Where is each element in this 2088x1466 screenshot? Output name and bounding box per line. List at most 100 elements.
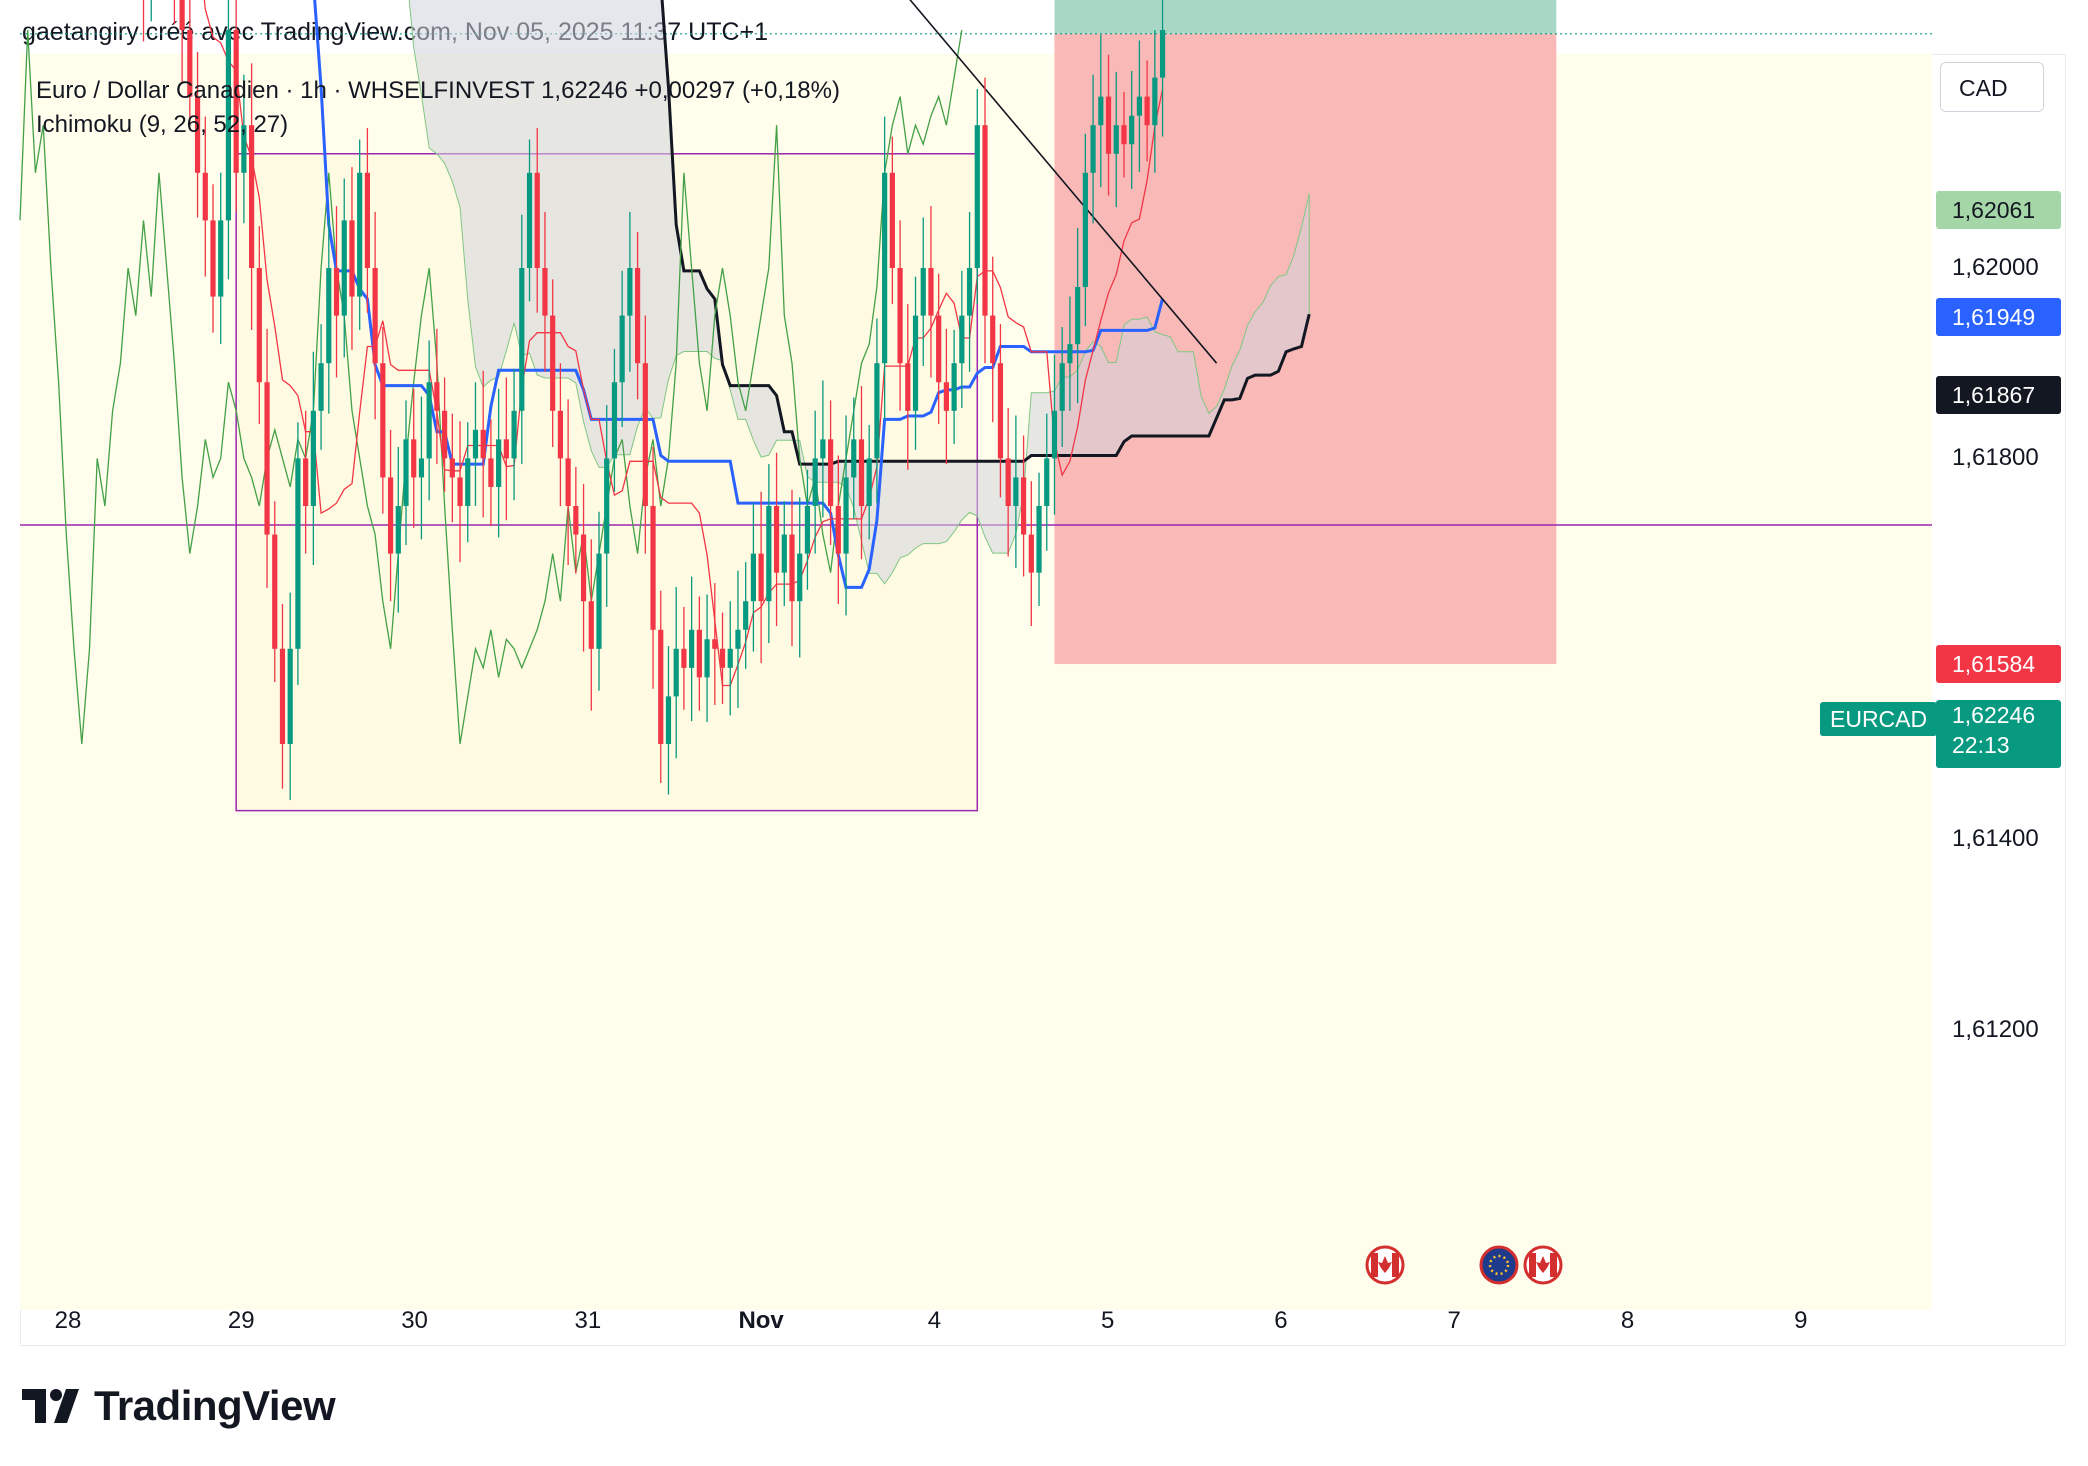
tradingview-logo-text: TradingView: [94, 1382, 336, 1429]
level-tag: 1,61584: [1936, 645, 2061, 684]
currency-button[interactable]: CAD: [1940, 62, 2044, 112]
canada-event-icon-2[interactable]: [1523, 1245, 1563, 1285]
candle-body: [712, 639, 718, 649]
candle-body: [526, 172, 533, 268]
candle-body: [264, 382, 270, 535]
canada-event-icon[interactable]: [1365, 1245, 1405, 1285]
candle-body: [1159, 30, 1166, 78]
euro-event-icon[interactable]: [1479, 1245, 1519, 1285]
candle-body: [465, 458, 471, 506]
candle-body: [1136, 96, 1142, 116]
candle-body: [349, 220, 355, 297]
candle-body: [287, 648, 293, 744]
candle-body: [496, 439, 502, 487]
candle-body: [333, 268, 340, 316]
candle-body: [766, 506, 772, 602]
candle-body: [982, 125, 988, 316]
candle-body: [596, 553, 602, 649]
candle-body: [1051, 410, 1058, 459]
candle-body: [758, 553, 764, 602]
candle-body: [503, 439, 509, 459]
candle-body: [588, 601, 594, 649]
candle-body: [395, 506, 401, 554]
candle-body: [936, 315, 942, 383]
candle-body: [1082, 172, 1088, 288]
candle-body: [789, 534, 795, 602]
tradingview-logo[interactable]: TradingView: [22, 1382, 336, 1429]
candle-body: [411, 439, 417, 478]
candle-body: [619, 315, 625, 383]
candle-body: [449, 458, 455, 478]
candle-body: [1129, 115, 1135, 145]
senkou-span-b-line: [660, 0, 1311, 466]
symbol-tag: EURCAD: [1820, 702, 1938, 736]
candle-body: [542, 268, 548, 316]
chart-legend: Euro / Dollar Canadien · 1h · WHSELFINVE…: [36, 74, 840, 142]
candle-body: [1044, 458, 1050, 506]
level-tag: 1,62061: [1936, 190, 2061, 229]
candle-body: [866, 458, 872, 506]
candle-body: [611, 382, 618, 459]
candle-body: [882, 172, 888, 364]
candle-body: [241, 125, 247, 173]
candle-body: [372, 268, 378, 364]
candle-body: [966, 268, 973, 316]
candle-body: [202, 172, 208, 221]
candle-body: [557, 410, 563, 459]
candle-body: [357, 172, 363, 297]
candle-body: [1028, 534, 1034, 573]
time-tick-label: 4: [927, 1307, 942, 1334]
candle-body: [974, 125, 980, 268]
candle-body: [843, 477, 849, 554]
time-tick-label: Nov: [738, 1307, 784, 1334]
candle-body: [1152, 77, 1158, 126]
time-tick-label: 31: [574, 1307, 602, 1334]
time-tick-label: 5: [1100, 1307, 1115, 1334]
candle-body: [573, 506, 579, 535]
candle-body: [1013, 477, 1019, 506]
candle-body: [179, 0, 185, 30]
candle-body: [488, 458, 494, 487]
candle-body: [897, 268, 903, 364]
candle-body: [1090, 125, 1096, 173]
candle-body: [704, 639, 710, 678]
candle-body: [719, 648, 726, 668]
candle-body: [442, 410, 448, 459]
time-tick-label: 28: [54, 1307, 82, 1334]
candle-body: [1105, 96, 1112, 154]
candle-body: [426, 382, 432, 459]
candle-body: [403, 439, 409, 506]
price-tick-label: 1,61200: [1952, 1015, 2039, 1043]
candle-body: [1059, 363, 1065, 411]
candle-body: [681, 648, 687, 668]
candle-body: [310, 410, 316, 506]
candle-body: [387, 477, 394, 554]
candle-body: [650, 506, 656, 630]
candle-body: [804, 506, 811, 554]
price-tick-label: 1,61400: [1952, 825, 2039, 853]
candle-body: [194, 96, 201, 173]
candle-body: [210, 220, 216, 297]
last-price-tag: 1,62246 22:13: [1936, 700, 2061, 768]
candle-body: [380, 363, 386, 478]
candle-body: [673, 648, 679, 697]
candle-body: [318, 363, 324, 411]
candle-body: [279, 648, 286, 744]
symbol-legend[interactable]: Euro / Dollar Canadien · 1h · WHSELFINVE…: [36, 77, 840, 104]
target-zone: [1054, 0, 1557, 34]
candle-body: [225, 30, 232, 221]
candle-body: [1021, 477, 1027, 535]
candle-body: [874, 363, 880, 459]
candle-body: [1144, 96, 1150, 126]
indicator-legend[interactable]: Ichimoku (9, 26, 52, 27): [36, 111, 289, 138]
lagging-span-line: [19, 29, 963, 745]
candle-body: [418, 458, 425, 478]
candle-body: [303, 458, 309, 506]
candle-body: [295, 458, 301, 649]
candle-body: [550, 315, 556, 411]
candle-body: [519, 268, 525, 411]
candle-body: [233, 30, 239, 173]
candle-body: [773, 506, 780, 573]
time-tick-label: 29: [227, 1307, 255, 1334]
